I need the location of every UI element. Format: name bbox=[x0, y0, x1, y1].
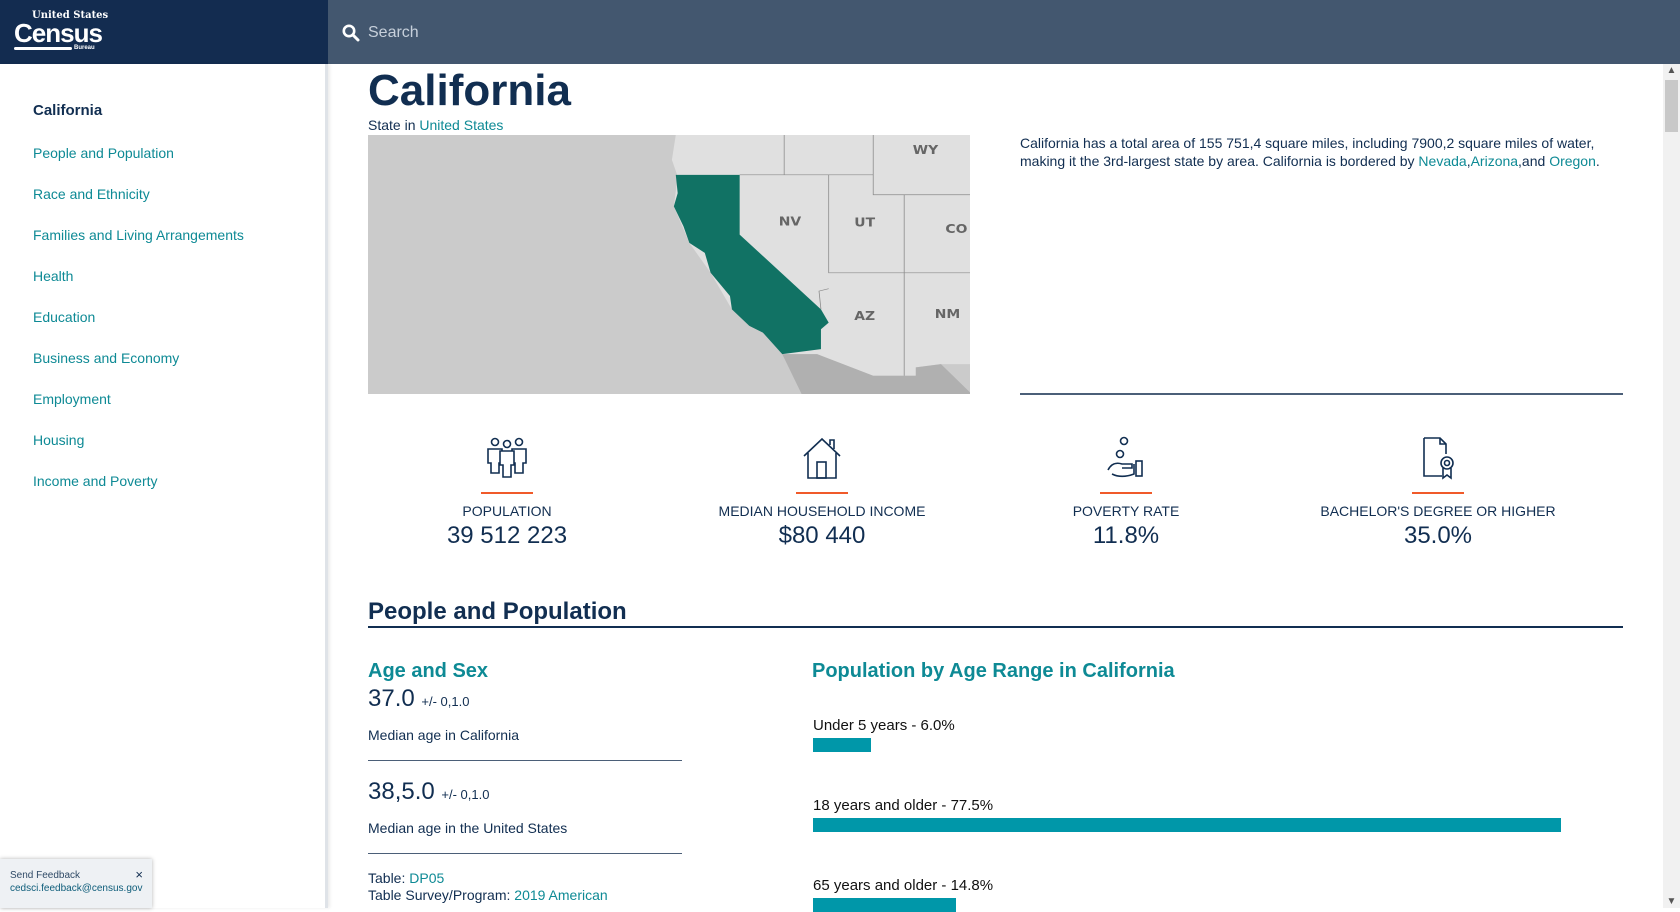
bar-label: 18 years and older - 77.5% bbox=[813, 797, 994, 814]
hand-coin-icon bbox=[1107, 436, 1143, 478]
map-borders bbox=[739, 135, 970, 376]
chart-title: Population by Age Range in California bbox=[812, 660, 1175, 682]
sidebar-item-families[interactable]: Families and Living Arrangements bbox=[33, 227, 244, 243]
map-label-nm: NM bbox=[935, 308, 961, 322]
sidebar-item-people-and-population[interactable]: People and Population bbox=[33, 145, 174, 161]
arizona-link[interactable]: Arizona bbox=[1470, 153, 1519, 169]
stat-label: MEDIAN HOUSEHOLD INCOME bbox=[718, 503, 926, 519]
feedback-email[interactable]: cedsci.feedback@census.gov bbox=[10, 883, 143, 894]
logo-text-top: United States bbox=[32, 10, 109, 21]
map-label-co: CO bbox=[945, 223, 967, 237]
map-label-nv: NV bbox=[779, 216, 801, 230]
logo-text-bottom: Bureau bbox=[74, 45, 95, 51]
stat-bachelors: BACHELOR'S DEGREE OR HIGHER 35.0% bbox=[1288, 436, 1588, 550]
median-age-ca-label: Median age in California bbox=[368, 727, 519, 743]
median-age-us: 38,5.0 +/- 0,1.0 bbox=[368, 778, 490, 805]
moe: +/- 0,1.0 bbox=[421, 694, 470, 709]
stat-median-income: MEDIAN HOUSEHOLD INCOME $80 440 bbox=[672, 436, 972, 550]
table-source: Table: DP05 bbox=[368, 870, 445, 886]
divider bbox=[368, 760, 682, 761]
map-label-ut: UT bbox=[854, 216, 875, 230]
state-description: California has a total area of 155 751,4… bbox=[1020, 135, 1600, 169]
nevada-link[interactable]: Nevada bbox=[1418, 153, 1467, 169]
people-icon bbox=[487, 437, 527, 478]
bar-label: 65 years and older - 14.8% bbox=[813, 877, 994, 894]
stat-value: 39 512 223 bbox=[446, 522, 568, 549]
sidebar-item-income-and-poverty[interactable]: Income and Poverty bbox=[33, 473, 158, 489]
sidebar-item-california[interactable]: California bbox=[33, 102, 103, 119]
logo-bar bbox=[14, 47, 72, 50]
stat-label: POPULATION bbox=[462, 503, 552, 519]
oregon-link[interactable]: Oregon bbox=[1549, 153, 1596, 169]
stat-population: POPULATION 39 512 223 bbox=[357, 436, 657, 550]
map-california[interactable] bbox=[673, 174, 829, 355]
scrollbar[interactable]: ▲ ▼ bbox=[1663, 64, 1680, 908]
scrollbar-thumb[interactable] bbox=[1665, 80, 1678, 132]
sidebar-item-business-and-economy[interactable]: Business and Economy bbox=[33, 350, 180, 366]
bar bbox=[813, 898, 956, 912]
age-sex-title: Age and Sex bbox=[368, 660, 489, 682]
scroll-up-icon[interactable]: ▲ bbox=[1666, 65, 1677, 76]
sidebar-item-education[interactable]: Education bbox=[33, 309, 96, 325]
stat-value: 35.0% bbox=[1403, 522, 1473, 549]
feedback-widget[interactable]: Send Feedback cedsci.feedback@census.gov… bbox=[0, 859, 152, 908]
sidebar-nav bbox=[0, 64, 328, 908]
united-states-link[interactable]: United States bbox=[419, 117, 504, 133]
stat-value: 11.8% bbox=[1092, 522, 1160, 549]
census-logo[interactable]: United States Census Bureau bbox=[14, 10, 109, 55]
median-age-us-label: Median age in the United States bbox=[368, 820, 568, 836]
header-brand: United States Census Bureau bbox=[0, 0, 328, 64]
scroll-down-icon[interactable]: ▼ bbox=[1666, 896, 1677, 907]
map-label-az: AZ bbox=[854, 310, 875, 324]
bar bbox=[813, 738, 871, 752]
feedback-title: Send Feedback bbox=[10, 870, 81, 881]
description-text: California has a total area of 155 751,4… bbox=[1020, 135, 1595, 169]
stat-label: POVERTY RATE bbox=[1072, 503, 1180, 519]
stat-value: $80 440 bbox=[778, 522, 866, 549]
bar-label: Under 5 years - 6.0% bbox=[813, 717, 955, 734]
table-dp05-link[interactable]: DP05 bbox=[409, 870, 445, 886]
search-box[interactable] bbox=[342, 20, 742, 46]
table-survey: Table Survey/Program: 2019 American bbox=[368, 887, 608, 903]
sidebar-item-housing[interactable]: Housing bbox=[33, 432, 85, 448]
logo-text-main: Census bbox=[14, 18, 103, 48]
stat-label: BACHELOR'S DEGREE OR HIGHER bbox=[1320, 503, 1556, 519]
sidebar-item-health[interactable]: Health bbox=[33, 268, 74, 284]
bar bbox=[813, 818, 1561, 832]
sidebar-item-race-and-ethnicity[interactable]: Race and Ethnicity bbox=[33, 186, 150, 202]
search-icon[interactable] bbox=[342, 24, 360, 42]
sidebar-item-employment[interactable]: Employment bbox=[33, 391, 111, 407]
search-input[interactable] bbox=[368, 24, 668, 42]
diploma-icon bbox=[1423, 437, 1454, 480]
survey-link[interactable]: 2019 American bbox=[514, 887, 608, 903]
moe: +/- 0,1.0 bbox=[441, 787, 490, 802]
divider bbox=[368, 853, 682, 854]
section-title: People and Population bbox=[368, 598, 627, 625]
state-map[interactable]: WY NV UT CO AZ NM bbox=[368, 135, 970, 394]
median-age-ca: 37.0 +/- 0,1.0 bbox=[368, 685, 470, 712]
page-subtitle: State in United States bbox=[368, 117, 503, 133]
map-mexico bbox=[782, 354, 970, 394]
close-icon[interactable]: × bbox=[135, 867, 143, 882]
map-label-wy: WY bbox=[913, 144, 939, 158]
stat-poverty-rate: POVERTY RATE 11.8% bbox=[976, 436, 1276, 550]
house-icon bbox=[803, 437, 841, 479]
subtitle-prefix: State in bbox=[368, 117, 416, 133]
divider bbox=[1020, 393, 1623, 395]
page-title: California bbox=[368, 66, 571, 115]
section-divider bbox=[368, 626, 1623, 628]
